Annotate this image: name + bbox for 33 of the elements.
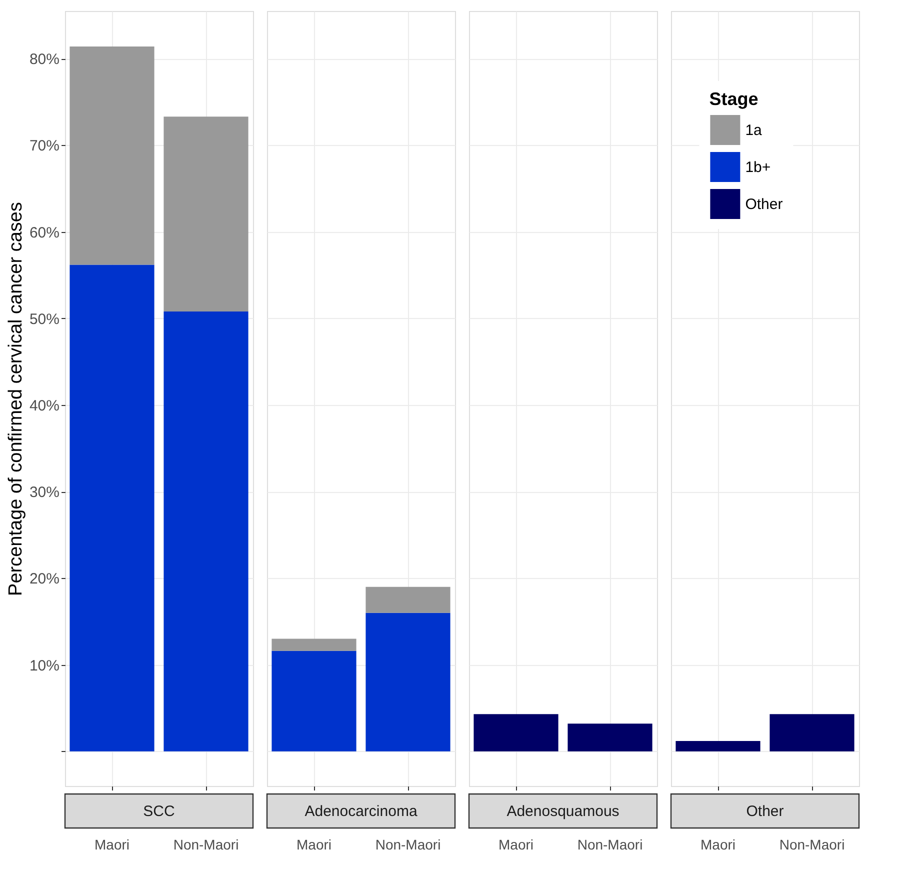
legend-title: Stage xyxy=(709,89,758,109)
text: SCC xyxy=(143,803,175,820)
text: Adenosquamous xyxy=(506,803,620,820)
legend-label: 1b+ xyxy=(745,159,771,176)
y-tick-label: 60% xyxy=(29,224,60,242)
x-tick-label: Non-Maori xyxy=(779,836,845,852)
bar xyxy=(164,116,248,312)
bar xyxy=(366,586,450,613)
bar xyxy=(70,264,154,752)
y-tick-label: 20% xyxy=(29,570,60,588)
y-axis-title: Percentage of confirmed cervical cancer cases xyxy=(5,202,26,596)
bar xyxy=(70,46,154,265)
legend-label: 1a xyxy=(745,122,763,139)
bar xyxy=(164,311,248,752)
y-tick-label: 80% xyxy=(29,51,60,68)
bar xyxy=(272,650,356,752)
x-tick-label: Maori xyxy=(296,836,332,852)
y-tick-label: 70% xyxy=(29,138,60,155)
x-tick-label: Non-Maori xyxy=(173,836,239,852)
x-tick-label: Non-Maori xyxy=(577,836,643,852)
text: Adenocarcinoma xyxy=(304,803,418,820)
y-tick-label: 30% xyxy=(29,484,60,502)
text: Other xyxy=(746,803,784,820)
x-tick-label: Maori xyxy=(94,836,130,852)
x-tick-label: Maori xyxy=(700,836,736,852)
y-tick-label: 10% xyxy=(29,657,60,674)
y-tick-label: 50% xyxy=(29,310,60,328)
x-tick-label: Maori xyxy=(498,836,534,852)
x-tick-label: Non-Maori xyxy=(375,836,441,852)
y-tick-label: 40% xyxy=(29,397,60,414)
legend-label: Other xyxy=(745,196,783,213)
bar xyxy=(272,638,356,651)
bar xyxy=(366,612,450,752)
